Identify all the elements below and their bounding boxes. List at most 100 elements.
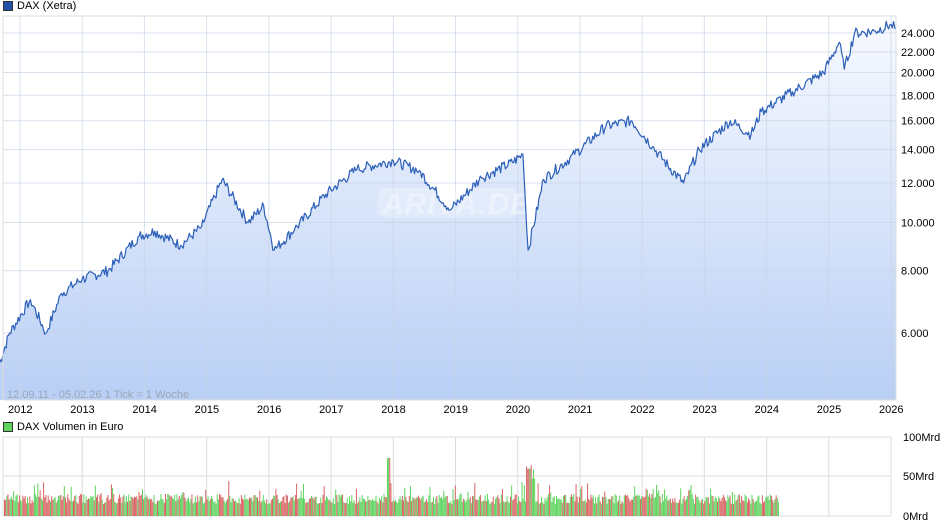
volume-bar <box>469 497 471 516</box>
volume-bar <box>7 494 9 516</box>
volume-bar <box>383 494 385 516</box>
volume-bar <box>78 496 80 516</box>
volume-bar <box>481 501 483 516</box>
volume-bar <box>689 489 691 516</box>
volume-bar <box>575 484 577 516</box>
volume-bar <box>297 499 299 516</box>
volume-bar <box>608 499 610 516</box>
volume-bar <box>719 498 721 516</box>
price-plot-border <box>2 15 897 401</box>
volume-bar <box>282 497 284 516</box>
volume-bar <box>646 490 648 516</box>
volume-bar <box>17 502 19 516</box>
volume-bar <box>84 503 86 516</box>
volume-bar <box>252 501 254 516</box>
volume-bar <box>223 500 225 516</box>
volume-bar <box>750 503 752 516</box>
volume-bar <box>726 501 728 516</box>
volume-bar <box>620 503 622 516</box>
volume-bar <box>734 494 736 516</box>
volume-bar <box>300 490 302 516</box>
volume-bar <box>67 494 69 516</box>
volume-bar <box>298 498 300 516</box>
volume-bar <box>722 494 724 516</box>
volume-bar <box>679 499 681 516</box>
volume-bar <box>397 503 399 516</box>
volume-bar <box>190 499 192 516</box>
volume-bar <box>743 501 745 516</box>
volume-bar <box>628 498 630 516</box>
volume-bar <box>24 495 26 516</box>
volume-bar <box>760 503 762 516</box>
volume-bar <box>317 503 319 516</box>
volume-bar <box>602 497 603 516</box>
volume-bar <box>339 496 341 516</box>
volume-bar <box>160 494 162 516</box>
volume-bar <box>283 496 285 516</box>
volume-bar <box>89 498 91 516</box>
volume-bar <box>345 503 347 516</box>
volume-bar <box>167 494 169 516</box>
y-tick-label: 24.000 <box>901 28 935 40</box>
volume-bar <box>643 497 645 516</box>
volume-bar <box>362 498 364 516</box>
volume-bar <box>727 495 729 516</box>
volume-bar <box>553 496 555 516</box>
price-line[interactable] <box>0 20 897 364</box>
volume-bar <box>625 494 626 516</box>
volume-bar <box>595 497 597 516</box>
volume-bar <box>581 486 583 516</box>
volume-bar <box>406 500 408 516</box>
volume-bar <box>769 494 771 516</box>
volume-bar <box>229 496 231 516</box>
volume-bar <box>516 502 518 516</box>
volume-bar <box>616 502 618 516</box>
volume-bar <box>558 498 560 516</box>
volume-bar <box>702 498 704 516</box>
volume-bar <box>351 495 353 516</box>
volume-bar <box>129 501 131 516</box>
volume-bar <box>376 501 378 516</box>
volume-bar <box>533 469 534 516</box>
volume-bar <box>299 497 301 516</box>
volume-bar <box>243 499 245 516</box>
volume-bar <box>496 497 498 516</box>
volume-bar <box>276 495 278 516</box>
volume-bar <box>308 499 310 516</box>
volume-bar <box>269 503 271 516</box>
volume-bar <box>547 494 549 516</box>
x-axis: 2012 2013 2014 2015 2016 2017 2018 2019 2020 2021… <box>8 404 903 416</box>
volume-bar <box>280 501 281 516</box>
volume-bar <box>412 497 414 516</box>
volume-bar <box>657 492 659 516</box>
volume-bar <box>497 495 499 516</box>
volume-bar <box>323 486 325 516</box>
volume-bar <box>405 496 407 516</box>
volume-bar <box>468 499 470 516</box>
volume-bar <box>363 498 365 516</box>
volume-bar <box>484 495 486 516</box>
volume-bar <box>529 468 531 516</box>
x-tick-label: 2024 <box>755 404 779 416</box>
volume-bar <box>73 500 74 516</box>
volume-bar <box>711 495 713 516</box>
volume-bar <box>353 500 355 516</box>
volume-bar <box>599 501 601 516</box>
volume-bar <box>443 490 445 516</box>
volume-bar <box>645 488 647 516</box>
volume-bar <box>521 482 523 516</box>
volume-bar <box>562 496 564 516</box>
volume-bars[interactable] <box>4 458 779 516</box>
volume-bar <box>720 501 722 516</box>
volume-bar <box>700 500 702 516</box>
volume-bar <box>751 494 753 516</box>
volume-bar <box>613 503 615 516</box>
volume-bar <box>228 481 230 516</box>
volume-bar <box>774 498 776 516</box>
price-legend-label: DAX (Xetra) <box>17 0 77 12</box>
volume-bar <box>458 499 460 516</box>
volume-bar <box>114 501 116 516</box>
volume-bar <box>305 503 307 516</box>
volume-bar <box>696 497 698 516</box>
